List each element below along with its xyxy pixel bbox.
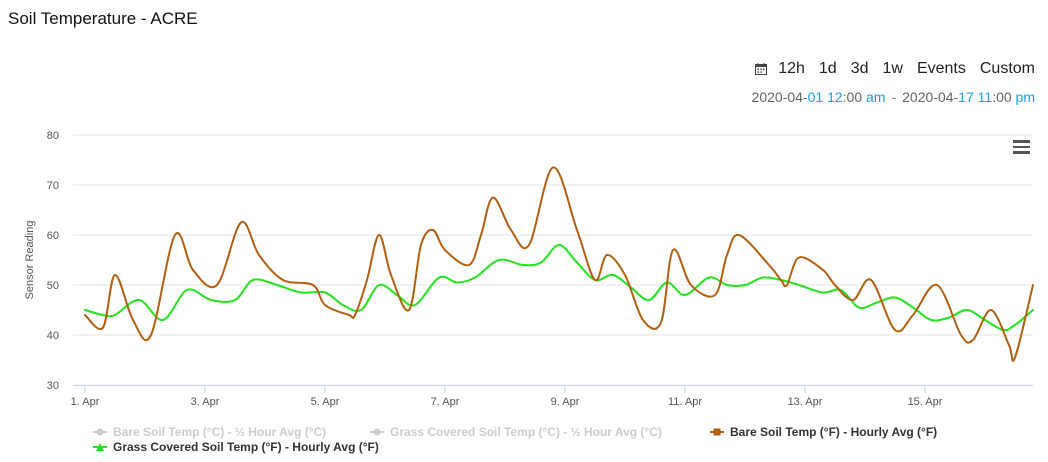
range-custom-button[interactable]: Custom [979, 60, 1035, 77]
chart-menu-icon[interactable] [1013, 140, 1030, 154]
end-hour[interactable]: 11 [977, 89, 993, 105]
date-separator: - [891, 89, 897, 105]
end-ampm[interactable]: pm [1015, 89, 1035, 105]
y-tick-label: 50 [47, 280, 59, 292]
end-day[interactable]: 17 [958, 89, 974, 105]
y-tick-label: 80 [47, 130, 59, 142]
chart-legend: Bare Soil Temp (°C) - ½ Hour Avg (°C) Gra… [93, 425, 937, 454]
time-range-selector: 12h 1d 3d 1w Events Custom [755, 60, 1035, 78]
range-3d-button[interactable]: 3d [850, 60, 869, 77]
end-date-prefix: 2020-04- [902, 89, 959, 105]
end-minutes: :00 [992, 89, 1012, 105]
series-line-bare-soil-f [84, 166, 1034, 362]
legend-square-marker [713, 428, 721, 436]
range-1d-button[interactable]: 1d [818, 60, 837, 77]
start-minutes: :00 [842, 89, 863, 105]
y-axis-title: Sensor Reading [24, 221, 36, 300]
range-1w-button[interactable]: 1w [882, 60, 903, 77]
start-hour[interactable]: 12 [827, 89, 843, 105]
legend-circle-marker [373, 428, 381, 436]
chart-grid [73, 134, 1033, 386]
y-tick-label: 60 [47, 230, 59, 242]
legend-circle-marker [96, 428, 104, 436]
x-tick-label: 15. Apr [908, 396, 943, 408]
calendar-icon[interactable] [755, 63, 768, 75]
y-tick-label: 70 [47, 180, 59, 192]
x-tick-label: 9. Apr [551, 396, 580, 408]
x-tick-label: 11. Apr [668, 396, 702, 408]
series-line-grass-soil-f [84, 244, 1034, 332]
legend-item[interactable]: Grass Covered Soil Temp (°F) - Hourly Av… [93, 440, 379, 454]
chart-series [84, 166, 1034, 362]
x-tick-label: 7. Apr [431, 396, 460, 408]
x-tick-label: 13. Apr [788, 396, 823, 408]
date-range-display: 2020-04-01 12:00 am -2020-04-17 11:00 pm [752, 89, 1035, 105]
legend-item[interactable]: Bare Soil Temp (°C) - ½ Hour Avg (°C) [93, 425, 326, 439]
page-title: Soil Temperature - ACRE [8, 9, 198, 28]
range-12h-button[interactable]: 12h [778, 60, 805, 77]
x-tick-label: 5. Apr [311, 396, 340, 408]
legend-triangle-marker [96, 443, 104, 451]
y-tick-label: 40 [47, 330, 59, 342]
legend-item[interactable]: Bare Soil Temp (°F) - Hourly Avg (°F) [710, 425, 937, 439]
x-tick-label: 3. Apr [191, 396, 220, 408]
legend-item[interactable]: Grass Covered Soil Temp (°C) - ½ Hour Av… [370, 425, 662, 439]
legend-label: Grass Covered Soil Temp (°F) - Hourly Av… [113, 440, 379, 454]
start-date-prefix: 2020-04- [751, 89, 808, 105]
legend-label: Bare Soil Temp (°C) - ½ Hour Avg (°C) [113, 425, 326, 439]
start-day[interactable]: 01 [807, 89, 824, 105]
x-tick-label: 1. Apr [71, 396, 100, 408]
range-events-button[interactable]: Events [916, 60, 966, 77]
y-tick-label: 30 [47, 380, 59, 392]
legend-label: Grass Covered Soil Temp (°C) - ½ Hour Av… [390, 425, 662, 439]
start-ampm[interactable]: am [866, 89, 886, 105]
chart-axes: 30 40 50 60 70 80 Sensor Reading 1. Apr 3. Apr 5.… [24, 130, 1033, 408]
legend-label: Bare Soil Temp (°F) - Hourly Avg (°F) [730, 425, 937, 439]
